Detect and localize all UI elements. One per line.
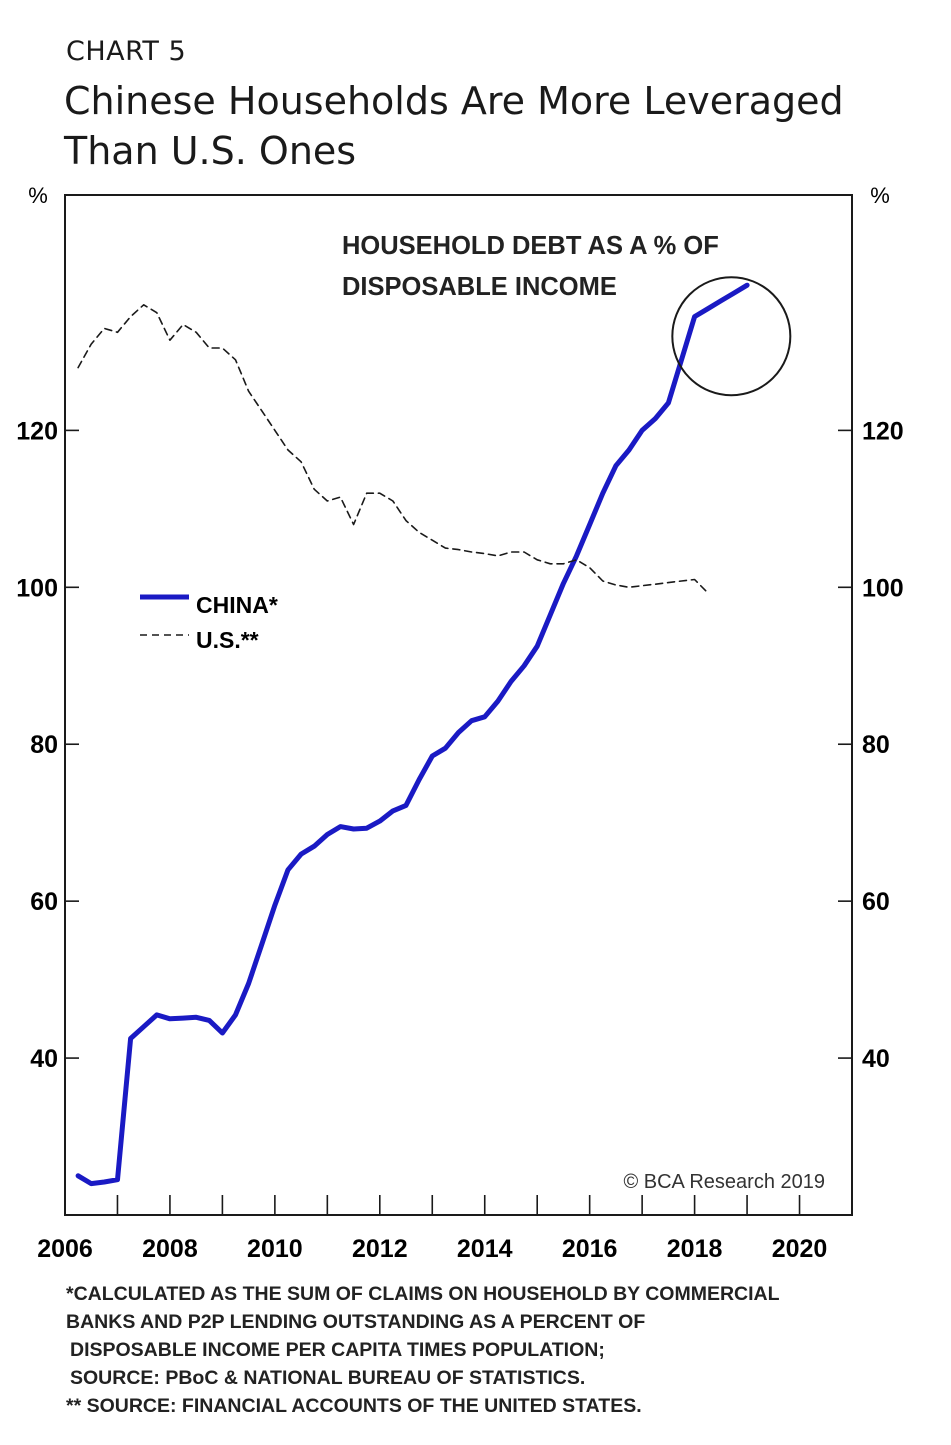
chart-title-line1: Chinese Households Are More Leveraged xyxy=(64,79,844,123)
footnote-line5: ** SOURCE: FINANCIAL ACCOUNTS OF THE UNI… xyxy=(66,1395,642,1417)
y-tick-label-right: 40 xyxy=(862,1045,890,1073)
series-layer xyxy=(75,282,750,1187)
y-unit-right: % xyxy=(870,183,890,208)
y-tick-label-left: 60 xyxy=(30,888,58,916)
x-tick-label: 2010 xyxy=(247,1235,303,1263)
x-tick-label: 2020 xyxy=(772,1235,828,1263)
chart-title: Chinese Households Are More Leveraged Th… xyxy=(64,76,924,176)
series-line-us xyxy=(77,303,709,594)
y-unit-left: % xyxy=(28,183,48,208)
y-tick-label-right: 80 xyxy=(862,731,890,759)
highlight-circle xyxy=(671,276,792,397)
y-tick-label-left: 40 xyxy=(30,1045,58,1073)
copyright: © BCA Research 2019 xyxy=(623,1171,825,1193)
x-tick-label: 2016 xyxy=(562,1235,618,1263)
footnote-line4: SOURCE: PBoC & NATIONAL BUREAU OF STATIS… xyxy=(70,1367,586,1389)
footnote-line2: BANKS AND P2P LENDING OUTSTANDING AS A P… xyxy=(66,1311,646,1333)
y-tick-label-right: 120 xyxy=(862,417,904,445)
y-tick-label-right: 60 xyxy=(862,888,890,916)
tick-layer: 40 40 60 60 80 80 100 100 120 120 2006 2008 2010 2012… xyxy=(16,417,903,1263)
plot-frame xyxy=(64,194,853,1216)
annotation-line2: DISPOSABLE INCOME xyxy=(342,273,617,301)
y-tick-label-left: 80 xyxy=(30,731,58,759)
footnotes: *CALCULATED AS THE SUM OF CLAIMS ON HOUS… xyxy=(66,1280,926,1420)
y-tick-label-left: 100 xyxy=(16,574,58,602)
chart-label: CHART 5 xyxy=(66,36,187,67)
x-tick-label: 2008 xyxy=(142,1235,198,1263)
y-tick-label-right: 100 xyxy=(862,574,904,602)
x-tick-label: 2014 xyxy=(457,1235,513,1263)
series-line-china xyxy=(75,282,750,1187)
legend-us-label: U.S.** xyxy=(196,627,259,653)
x-tick-label: 2018 xyxy=(667,1235,723,1263)
footnote-line1: *CALCULATED AS THE SUM OF CLAIMS ON HOUS… xyxy=(66,1283,780,1305)
chart-title-line2: Than U.S. Ones xyxy=(64,129,357,173)
legend-china-label: CHINA* xyxy=(196,592,278,618)
y-tick-label-left: 120 xyxy=(16,417,58,445)
annotation-line1: HOUSEHOLD DEBT AS A % OF xyxy=(342,232,719,260)
legend: CHINA* U.S.** xyxy=(140,592,278,653)
x-tick-label: 2006 xyxy=(37,1235,93,1263)
footnote-line3: DISPOSABLE INCOME PER CAPITA TIMES POPUL… xyxy=(70,1339,605,1361)
x-tick-label: 2012 xyxy=(352,1235,408,1263)
